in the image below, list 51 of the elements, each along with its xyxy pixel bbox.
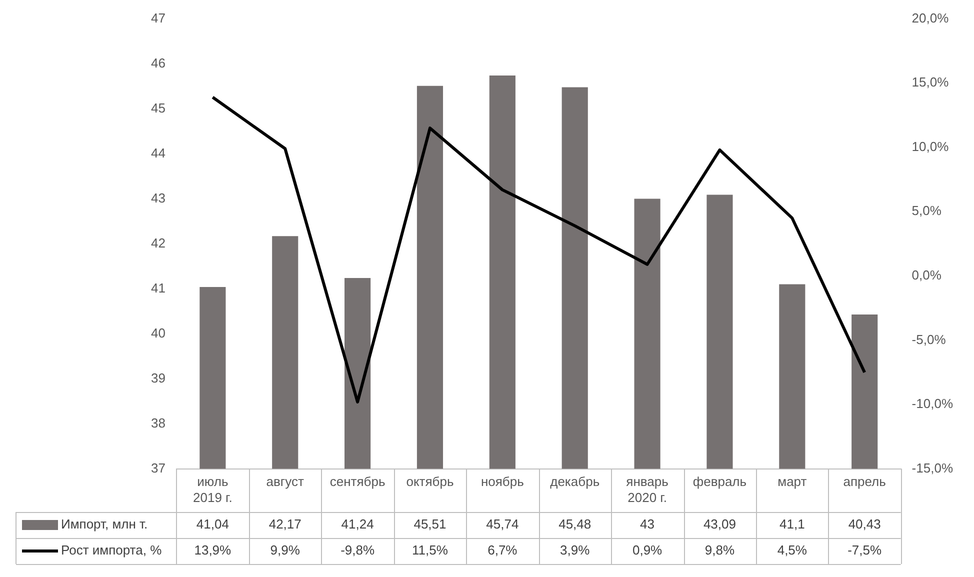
legend-label: Рост импорта, % (61, 542, 162, 558)
y-tick-label: 47 (150, 10, 166, 26)
data-label: 3,9% (560, 542, 590, 558)
x-tick-label: август (266, 474, 304, 490)
x-tick-label: ноябрь (480, 474, 524, 490)
data-label: -9,8% (340, 542, 375, 558)
legend-label: Импорт, млн т. (61, 516, 148, 532)
y-tick-label: 46 (150, 55, 166, 70)
x-tick-label: январь 2020 г. (626, 474, 669, 505)
y-tick-label: 38 (150, 415, 166, 430)
data-label: 11,5% (412, 542, 448, 558)
y-tick-label: 41 (150, 280, 166, 296)
y2-tick-label: 15,0% (912, 74, 950, 90)
data-label: 41,04 (196, 516, 229, 532)
data-label: 41,24 (341, 516, 374, 532)
data-label: 0,9% (632, 542, 663, 558)
data-label: 13,9% (194, 542, 232, 558)
x-tick-label: июль 2019 г. (193, 474, 232, 505)
y2-tick-label: 20,0% (912, 10, 950, 26)
y2-tick-label: -5,0% (912, 332, 946, 347)
x-tick-label: февраль (692, 474, 747, 490)
y-tick-label: 45 (150, 100, 166, 116)
data-label: 9,9% (270, 542, 300, 558)
data-label: 41,1 (780, 516, 805, 532)
x-tick-label: сентябрь (330, 474, 386, 490)
x-tick-label: апрель (843, 474, 886, 490)
y-tick-label: 43 (150, 190, 166, 206)
x-tick-label: октябрь (406, 474, 454, 490)
y2-tick-label: 10,0% (912, 138, 950, 154)
y-tick-label: 42 (150, 235, 166, 250)
data-label: 9,8% (704, 542, 735, 558)
x-tick-label: декабрь (550, 474, 600, 490)
data-label: 42,17 (268, 516, 302, 532)
y-tick-label: 44 (150, 145, 166, 160)
data-label: 43,09 (703, 516, 736, 532)
data-label: 4,5% (777, 542, 808, 558)
y-tick-label: 40 (150, 325, 166, 340)
data-label: -7,5% (848, 542, 882, 558)
y-tick-label: 39 (150, 370, 166, 386)
y2-tick-label: -15,0% (912, 460, 954, 476)
data-label: 40,43 (848, 516, 881, 532)
y2-tick-label: -10,0% (912, 396, 954, 412)
x-tick-label: март (778, 474, 807, 490)
data-label: 43 (640, 516, 655, 532)
data-label: 45,48 (558, 516, 592, 532)
y2-tick-label: 0,0% (912, 268, 942, 283)
y2-tick-label: 5,0% (912, 203, 942, 218)
data-label: 6,7% (488, 542, 518, 558)
y-tick-label: 37 (150, 460, 166, 476)
data-label: 45,51 (414, 516, 446, 532)
data-label: 45,74 (486, 516, 519, 532)
